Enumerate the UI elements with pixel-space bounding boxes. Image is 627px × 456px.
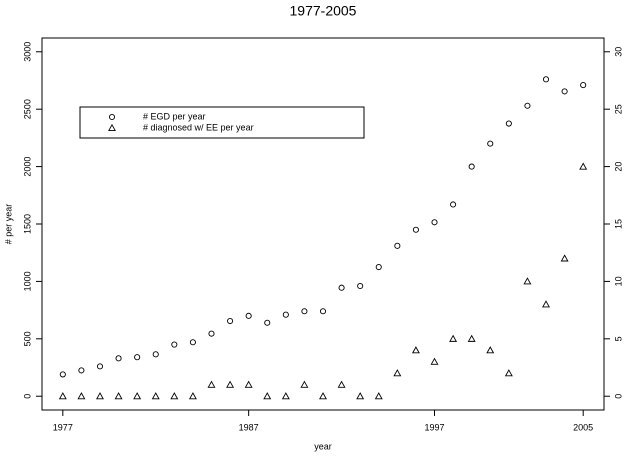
- point: [188, 392, 197, 400]
- point: [580, 82, 587, 89]
- point: [467, 334, 476, 342]
- y2-tick-label: 15: [613, 219, 623, 229]
- point: [227, 317, 234, 325]
- point: [133, 392, 142, 400]
- point: [431, 219, 438, 226]
- x-axis-label: year: [314, 441, 332, 451]
- point: [357, 282, 364, 290]
- point: [542, 76, 550, 83]
- point: [505, 120, 512, 127]
- y-tick-label: 1000: [22, 271, 32, 291]
- legend-marker: [108, 123, 116, 132]
- x-tick-label: 1997: [424, 422, 444, 432]
- point: [77, 392, 86, 400]
- legend-label: # EGD per year: [143, 111, 206, 121]
- legend-marker: [108, 113, 116, 121]
- point: [579, 162, 588, 170]
- y-tick-label: 2500: [22, 99, 32, 119]
- y2-tick-label: 30: [613, 47, 623, 57]
- point: [450, 201, 457, 208]
- point: [356, 392, 365, 400]
- point: [244, 380, 253, 388]
- point: [542, 300, 550, 308]
- point: [170, 392, 179, 400]
- point: [59, 371, 66, 378]
- point: [338, 284, 345, 291]
- point: [189, 339, 196, 346]
- point: [264, 319, 271, 326]
- point: [96, 392, 104, 400]
- y-tick-label: 3000: [22, 42, 32, 62]
- point: [561, 88, 568, 95]
- point: [411, 346, 420, 354]
- y2-tick-label: 5: [613, 336, 623, 341]
- point: [430, 357, 439, 365]
- point: [78, 367, 85, 374]
- point: [337, 380, 346, 388]
- point: [300, 380, 309, 388]
- y2-tick-label: 25: [613, 104, 623, 114]
- point: [560, 254, 569, 262]
- point: [393, 369, 402, 377]
- y-tick-label: 0: [22, 394, 32, 399]
- point: [58, 392, 67, 400]
- point: [115, 355, 122, 362]
- point: [171, 341, 178, 348]
- point: [524, 102, 531, 109]
- point: [449, 334, 458, 342]
- x-tick-label: 1977: [53, 422, 73, 432]
- point: [282, 311, 289, 318]
- x-tick-label: 1987: [239, 422, 259, 432]
- point: [468, 163, 475, 170]
- point: [523, 277, 532, 285]
- point: [487, 140, 494, 147]
- y-tick-label: 2000: [22, 157, 32, 177]
- point: [245, 312, 252, 319]
- point: [301, 308, 308, 315]
- point: [374, 392, 383, 400]
- point: [207, 380, 216, 388]
- point: [151, 392, 160, 400]
- point: [394, 242, 401, 249]
- y2-tick-label: 20: [613, 162, 623, 172]
- point: [486, 346, 495, 354]
- point: [134, 354, 141, 361]
- point: [208, 330, 215, 337]
- point: [152, 351, 159, 358]
- y2-tick-label: 0: [613, 394, 623, 399]
- y-tick-label: 500: [22, 331, 32, 346]
- point: [375, 264, 382, 271]
- point: [412, 226, 419, 233]
- point: [319, 392, 327, 400]
- point: [96, 363, 104, 370]
- point: [319, 308, 327, 315]
- point: [263, 392, 272, 400]
- x-tick-label: 2005: [573, 422, 593, 432]
- legend-box: [79, 106, 365, 139]
- y2-tick-label: 10: [613, 276, 623, 286]
- y-axis-label: # per year: [3, 204, 13, 245]
- point: [226, 380, 235, 388]
- point: [114, 392, 123, 400]
- legend-label: # diagnosed w/ EE per year: [143, 122, 254, 132]
- y-tick-label: 1500: [22, 214, 32, 234]
- point: [504, 369, 513, 377]
- point: [281, 392, 290, 400]
- chart-title: 1977-2005: [290, 3, 357, 19]
